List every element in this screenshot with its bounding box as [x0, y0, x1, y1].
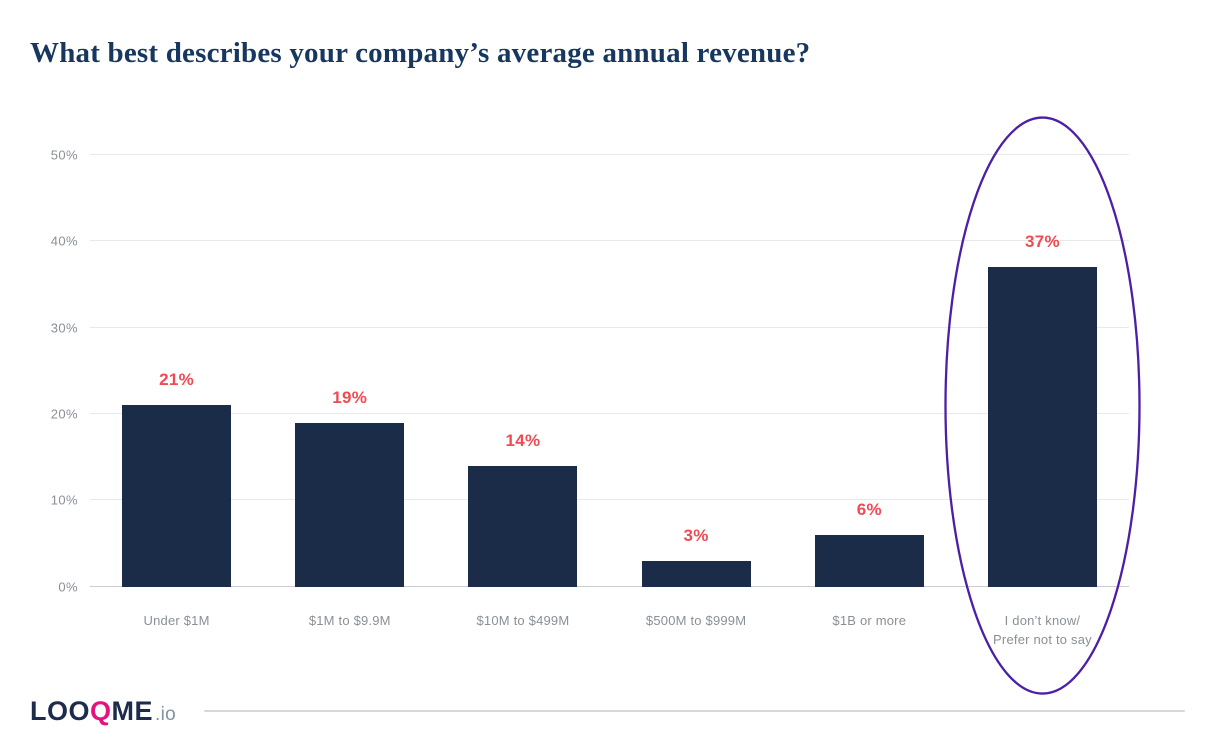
gridline — [90, 413, 1129, 414]
y-axis-tick-label: 30% — [50, 320, 78, 336]
footer-divider — [203, 710, 1185, 713]
bar-column: 14% — [436, 155, 609, 587]
footer: LOOQME .io — [30, 696, 1185, 727]
y-axis-tick-label: 0% — [58, 579, 78, 595]
bar-chart: 21% 19% 14% 3% 6% 37% 0% 10% 20% 30% 40% 50% Under… — [51, 116, 1141, 695]
bar-value-label: 19% — [332, 387, 368, 407]
x-axis-labels: Under $1M $1M to $9.9M $10M to $499M $500M … — [90, 611, 1129, 650]
bar — [468, 465, 578, 587]
x-axis-category-label: $500M to $999M — [645, 612, 747, 628]
y-axis-tick-label: 20% — [50, 406, 78, 422]
bar-value-label: 6% — [856, 499, 882, 519]
bar-column: 21% — [90, 155, 263, 587]
gridline — [90, 499, 1129, 501]
y-axis-tick-label: 40% — [50, 233, 78, 249]
x-axis-category-label: Under $1M — [143, 612, 210, 628]
bar — [122, 405, 232, 587]
bar-value-label: 3% — [683, 525, 709, 545]
x-axis-category-label: $1B or more — [832, 612, 907, 628]
y-axis-tick-label: 10% — [50, 492, 78, 508]
bar-value-label: 14% — [505, 430, 541, 450]
logo-text-me: ME — [111, 695, 154, 726]
gridline — [90, 153, 1129, 155]
logo-q: Q — [90, 695, 112, 726]
bar — [295, 422, 405, 587]
x-axis-category-label: $1M to $9.9M — [308, 612, 391, 628]
bar-column: 3% — [610, 155, 783, 587]
logo-text-loo: LOO — [30, 695, 90, 726]
bar-column: 37% — [956, 155, 1129, 587]
x-axis-category-label: I don’t know/ Prefer not to say — [993, 612, 1092, 648]
bar — [814, 534, 924, 587]
bar-column: 19% — [263, 155, 436, 587]
bars-container: 21% 19% 14% 3% 6% 37% — [90, 155, 1129, 587]
bar-value-label: 21% — [159, 370, 195, 390]
x-axis-category-label: $10M to $499M — [476, 612, 570, 628]
bar-column: 6% — [783, 155, 956, 587]
y-axis-tick-label: 50% — [50, 147, 78, 163]
looqme-logo: LOOQME .io — [30, 696, 176, 727]
bar-value-label: 37% — [1024, 232, 1060, 252]
gridline — [90, 240, 1129, 242]
gridline — [90, 326, 1129, 328]
bar — [987, 267, 1097, 587]
chart-title: What best describes your company’s avera… — [30, 37, 811, 69]
logo-suffix-io: .io — [155, 703, 176, 725]
bar — [641, 560, 751, 587]
plot-area: 21% 19% 14% 3% 6% 37% 0% 10% 20% 30% 40% 50% — [51, 116, 1141, 695]
x-axis-baseline — [90, 585, 1129, 587]
